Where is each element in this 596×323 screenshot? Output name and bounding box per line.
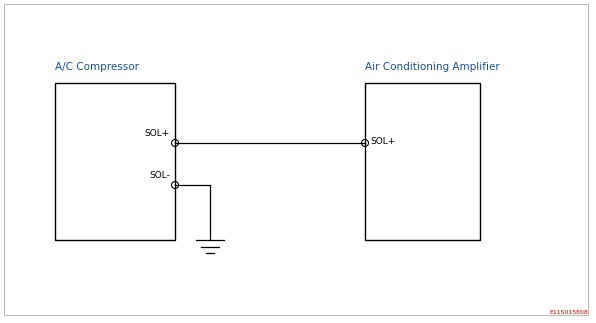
Bar bbox=[365, 83, 480, 240]
Text: E11S015E08: E11S015E08 bbox=[550, 310, 588, 315]
Text: SOL+: SOL+ bbox=[145, 129, 170, 138]
Bar bbox=[55, 83, 175, 240]
Text: SOL-: SOL- bbox=[149, 171, 170, 180]
Text: Air Conditioning Amplifier: Air Conditioning Amplifier bbox=[365, 62, 500, 72]
Text: A/C Compressor: A/C Compressor bbox=[55, 62, 139, 72]
Text: SOL+: SOL+ bbox=[370, 138, 395, 147]
